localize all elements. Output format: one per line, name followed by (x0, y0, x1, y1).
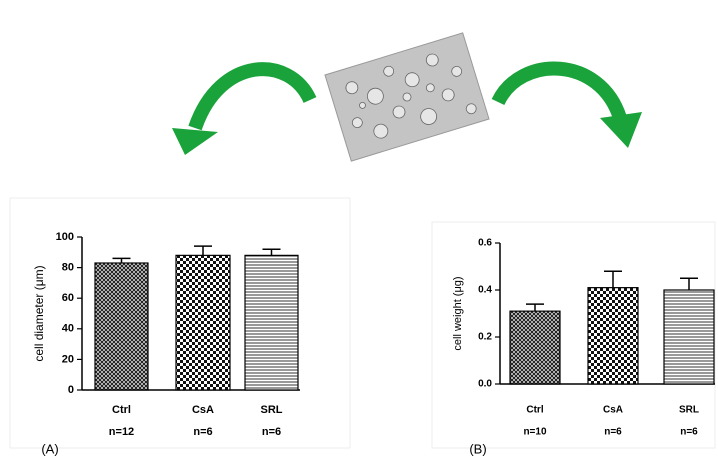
cell-image (325, 33, 489, 161)
y-tick-label: 80 (62, 262, 74, 274)
bar (176, 255, 230, 390)
arrow-left (172, 69, 310, 155)
bar (510, 311, 560, 384)
y-tick-label: 60 (62, 292, 74, 304)
arrow-right (498, 69, 642, 148)
n-label: n=10 (523, 427, 547, 438)
y-tick-label: 0.2 (478, 332, 492, 343)
panel-label: (A) (41, 441, 58, 456)
y-axis-label: cell weight (μg) (452, 276, 464, 350)
x-tick-label: Ctrl (112, 404, 131, 416)
y-tick-label: 0 (68, 384, 74, 396)
y-axis-label: cell diameter (μm) (32, 265, 46, 361)
x-tick-label: Ctrl (526, 405, 543, 416)
y-tick-label: 0.6 (478, 238, 492, 249)
y-tick-label: 100 (56, 231, 74, 243)
y-tick-label: 0.0 (478, 379, 492, 390)
figure: 0 20 40 60 80 100 cell diameter (μm) (A) Ctrl n=1… (0, 0, 718, 458)
y-tick-label: 40 (62, 323, 74, 335)
n-label: n=6 (604, 427, 622, 438)
x-tick-label: CsA (603, 405, 623, 416)
n-label: n=6 (680, 427, 698, 438)
panel-label: (B) (469, 441, 486, 456)
n-label: n=12 (109, 426, 134, 438)
bar (664, 290, 714, 384)
bar (245, 255, 298, 390)
bar (588, 288, 638, 384)
y-tick-label: 0.4 (478, 285, 492, 296)
x-tick-label: CsA (192, 404, 214, 416)
x-tick-label: SRL (679, 405, 699, 416)
bar (95, 263, 148, 390)
x-tick-label: SRL (261, 404, 283, 416)
n-label: n=6 (262, 426, 281, 438)
n-label: n=6 (193, 426, 212, 438)
y-tick-label: 20 (62, 353, 74, 365)
